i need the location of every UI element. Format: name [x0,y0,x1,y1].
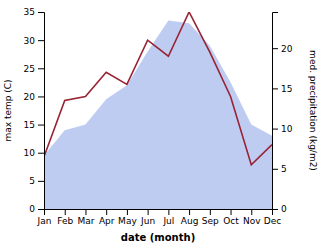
y-axis-tick: 30 [24,36,44,46]
precip-line [44,12,272,165]
x-axis-tick: Feb [57,209,73,226]
x-axis-tick: Dec [264,209,281,226]
y-axis-tick-label: 0 [29,204,35,214]
y2-axis-line [273,13,279,210]
x-axis-tick-mark [210,209,211,215]
x-axis-title: date (month) [121,232,195,243]
y2-axis-tick-label: 0 [281,204,287,214]
x-axis-tick-label: Aug [181,216,199,226]
y2-axis-tick-mark [272,88,278,89]
y2-axis-tick: 10 [272,124,293,134]
y-axis-title: max temp (C) [3,79,13,141]
y-axis-tick-label: 5 [29,176,35,186]
x-axis-tick: Apr [99,209,115,226]
x-axis-tick-mark [127,209,128,215]
y2-axis: 0 5 10 15 20 [272,13,293,215]
y-axis-tick-mark [38,68,44,69]
y2-axis-tick-mark [272,169,278,170]
y-axis-tick-label: 25 [24,64,35,74]
y-axis-tick-mark [38,125,44,126]
marks [44,12,272,209]
y2-axis-tick-mark [272,209,278,210]
y-axis-tick: 15 [24,120,44,130]
x-axis-tick-mark [85,209,86,215]
y-axis-tick: 35 [24,7,44,17]
y-axis-tick-label: 30 [24,36,36,46]
y-axis-tick-mark [38,96,44,97]
x-axis-tick-label: Nov [243,216,261,226]
y-axis-tick-mark [38,181,44,182]
x-axis-tick: Aug [181,209,199,226]
x-axis-tick-label: Oct [223,216,239,226]
chart: JanFebMarAprMayJunJulAugSepOctNovDec0510… [0,0,318,247]
y-axis-tick: 25 [24,64,44,74]
x-axis-tick-label: Mar [77,216,94,226]
y-axis-tick: 10 [24,148,44,158]
y2-axis-tick-mark [272,48,278,49]
y2-axis-tick: 20 [272,44,293,54]
x-axis-tick-mark [106,209,107,215]
x-axis-tick: Oct [223,209,239,226]
y-axis-tick-mark [38,153,44,154]
x-axis-tick: Jan [37,209,52,226]
x-axis-tick-mark [168,209,169,215]
y2-axis-tick-label: 20 [281,44,293,54]
x-axis-tick: Mar [77,209,94,226]
y-axis: 0 5 10 15 20 25 30 35 [24,7,45,214]
x-axis-tick: Sep [202,209,219,226]
y2-axis-tick-label: 10 [281,124,293,134]
x-axis-tick-label: Apr [99,216,115,226]
y-axis-tick-mark [38,40,44,41]
x-axis-line [45,210,273,216]
x-axis-tick: Jun [140,209,155,226]
x-axis-tick-mark [189,209,190,215]
y-axis-tick: 20 [24,92,44,102]
x-axis-tick-label: Dec [264,216,281,226]
x-axis-tick-mark [148,209,149,215]
x-axis-tick: May [118,209,137,226]
y-axis-tick-label: 10 [24,148,36,158]
y-axis-tick: 5 [29,176,44,186]
x-axis-tick-label: Jul [162,216,174,226]
x-axis-tick: Nov [243,209,261,226]
plot: JanFebMarAprMayJunJulAugSepOctNovDec0510… [24,7,293,226]
y2-axis-title: med. precipitation (kg/m2) [308,50,318,171]
y-axis-tick: 0 [29,204,44,214]
x-axis-tick-label: Jun [140,216,155,226]
y2-axis-tick: 15 [272,84,292,94]
y-axis-tick-mark [38,209,44,210]
y-axis-line [38,13,45,210]
x-axis-tick-mark [65,209,66,215]
y-axis-tick-label: 15 [24,120,35,130]
x-axis-tick-mark [251,209,252,215]
y-axis-tick-label: 35 [24,7,35,17]
x-axis-tick-label: Sep [202,216,219,226]
x-axis-tick: Jul [162,209,174,226]
y2-axis-tick-label: 5 [281,164,287,174]
y2-axis-tick-mark [272,129,278,130]
x-axis: Jan Feb Mar AprMayJun Jul AugSep Oct NovDec [37,209,282,226]
y2-axis-tick-label: 15 [281,84,292,94]
y2-axis-tick: 0 [272,204,287,214]
x-axis-tick-label: Jan [37,216,52,226]
x-axis-tick-mark [231,209,232,215]
y-axis-tick-label: 20 [24,92,36,102]
x-axis-tick-label: Feb [57,216,73,226]
x-axis-tick-label: May [118,216,137,226]
y-axis-tick-mark [38,12,44,13]
y2-axis-tick: 5 [272,164,287,174]
